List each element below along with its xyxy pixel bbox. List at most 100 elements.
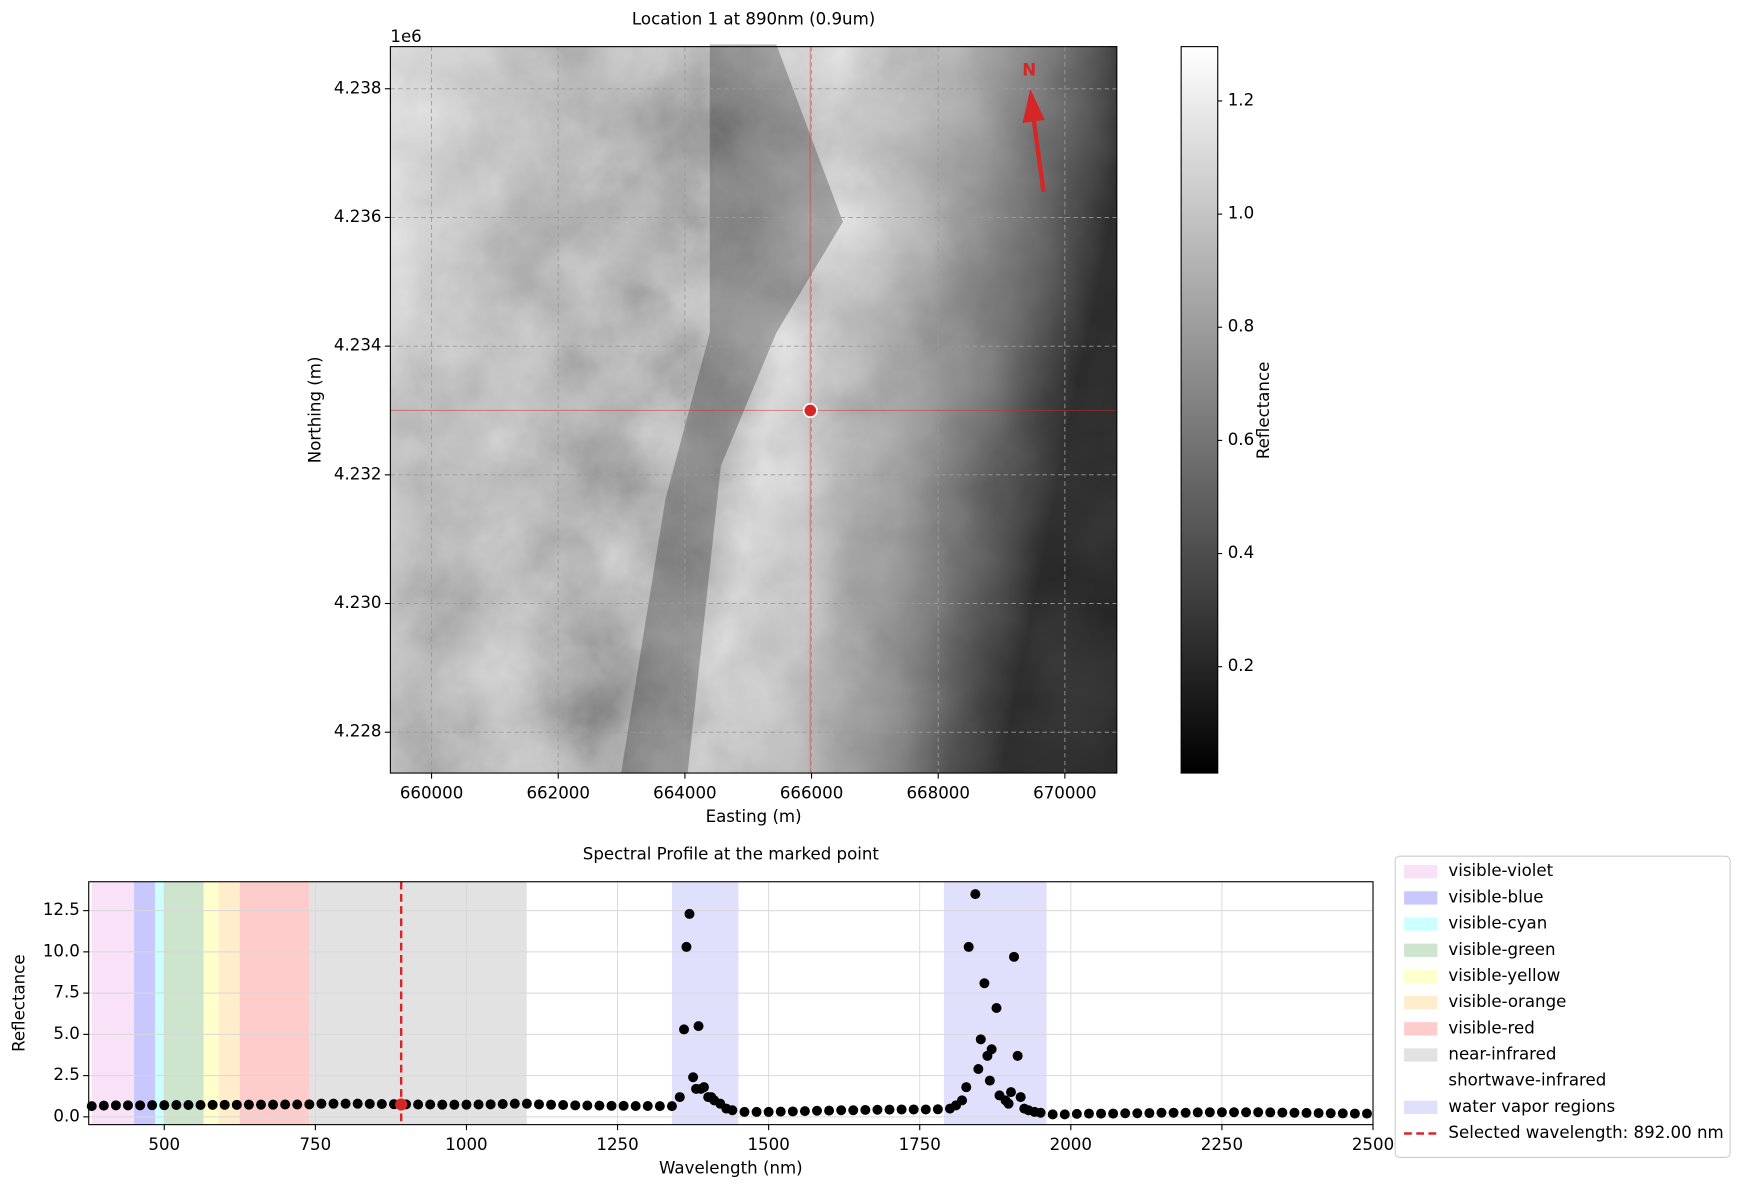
colorbar-tick-label: 0.4: [1228, 543, 1254, 562]
x-tick-label: 2250: [1201, 1135, 1243, 1154]
data-point: [533, 1099, 544, 1110]
data-point: [957, 1095, 968, 1106]
data-point: [195, 1100, 206, 1110]
legend-label: visible-blue: [1448, 887, 1543, 906]
data-point: [1289, 1107, 1300, 1118]
data-point: [979, 978, 990, 989]
data-point: [183, 1100, 194, 1110]
data-point: [1241, 1107, 1252, 1118]
colorbar: [1181, 46, 1218, 774]
data-point: [961, 1082, 972, 1093]
data-point: [1071, 1108, 1082, 1119]
x-tick-label: 660000: [400, 784, 463, 803]
colorbar-frame: [1180, 46, 1219, 774]
legend-swatch: [1404, 1048, 1438, 1062]
data-point: [207, 1099, 218, 1110]
data-point: [594, 1100, 605, 1111]
data-point: [896, 1104, 907, 1115]
data-point: [1229, 1107, 1239, 1118]
data-point: [848, 1105, 859, 1116]
x-axis-label: Wavelength (nm): [659, 1158, 803, 1177]
data-point: [693, 1021, 704, 1032]
x-tick-label: 1500: [747, 1135, 789, 1154]
data-point: [824, 1105, 835, 1116]
legend-label: shortwave-infrared: [1448, 1071, 1606, 1090]
data-point: [739, 1106, 750, 1117]
legend-swatch: [1404, 1022, 1438, 1036]
data-point: [485, 1099, 496, 1110]
data-point: [473, 1099, 484, 1110]
data-point: [243, 1099, 254, 1110]
x-tick-label: 1750: [899, 1135, 941, 1154]
data-point: [1006, 1087, 1016, 1098]
y-axis-label: Northing (m): [306, 357, 325, 464]
data-point: [364, 1098, 375, 1109]
data-point: [727, 1105, 738, 1116]
y-tick-label: 2.5: [53, 1065, 79, 1084]
data-point: [171, 1100, 182, 1110]
band-region: [218, 881, 240, 1125]
data-point: [1216, 1107, 1227, 1118]
data-point: [973, 1064, 984, 1075]
data-point: [1132, 1108, 1143, 1119]
data-point: [1144, 1108, 1155, 1119]
north-label: N: [1022, 61, 1036, 80]
y-tick-label: 4.232: [334, 464, 382, 483]
legend-swatch: [1404, 969, 1438, 984]
y-tick-label: 12.5: [43, 900, 80, 919]
data-point: [135, 1100, 146, 1111]
band-region: [203, 881, 219, 1125]
data-point: [147, 1100, 158, 1111]
data-point: [1120, 1108, 1131, 1119]
x-tick-label: 2000: [1050, 1135, 1092, 1154]
chart-title: Spectral Profile at the marked point: [583, 845, 880, 864]
y-offset-label: 1e6: [390, 27, 421, 46]
data-point: [666, 1101, 677, 1112]
colorbar-tick-label: 1.2: [1228, 90, 1254, 109]
data-point: [1047, 1109, 1058, 1120]
legend-swatch: [1404, 995, 1438, 1010]
y-tick-label: 10.0: [43, 941, 80, 960]
data-point: [688, 1072, 699, 1083]
x-tick-label: 664000: [653, 784, 716, 803]
legend-swatch: [1404, 1100, 1438, 1114]
data-point: [1015, 1092, 1026, 1103]
x-tick-label: 670000: [1033, 784, 1096, 803]
legend-swatch: [1404, 865, 1438, 879]
y-tick-label: 4.230: [334, 593, 382, 612]
legend-label: visible-orange: [1448, 992, 1566, 1011]
marked-point: [802, 402, 818, 418]
data-point: [1192, 1107, 1203, 1118]
data-point: [970, 889, 981, 900]
x-tick-label: 1250: [596, 1135, 638, 1154]
data-point: [219, 1099, 230, 1110]
legend-label: near-infrared: [1448, 1044, 1556, 1063]
data-point: [461, 1099, 472, 1110]
data-point: [292, 1099, 303, 1110]
legend-label: Selected wavelength: 892.00 nm: [1448, 1123, 1723, 1142]
data-point: [1313, 1108, 1324, 1119]
legend-label: visible-green: [1448, 940, 1555, 959]
data-point: [975, 1034, 986, 1045]
x-axis-label: Easting (m): [706, 807, 802, 826]
data-point: [280, 1099, 291, 1110]
data-point: [1265, 1107, 1276, 1118]
data-point: [1349, 1108, 1360, 1119]
band-region: [309, 881, 527, 1125]
data-point: [1083, 1108, 1094, 1119]
legend-label: visible-yellow: [1448, 966, 1560, 985]
data-point: [123, 1100, 133, 1111]
data-point: [984, 1075, 995, 1086]
legend-swatch: [1404, 891, 1438, 905]
data-point: [836, 1105, 847, 1116]
data-point: [1009, 951, 1020, 962]
data-point: [352, 1098, 363, 1109]
x-tick-label: 666000: [780, 784, 843, 803]
data-point: [763, 1106, 774, 1117]
legend-label: visible-cyan: [1448, 914, 1547, 933]
data-point: [1361, 1108, 1372, 1119]
data-point: [751, 1106, 762, 1117]
data-point: [681, 941, 692, 952]
data-point: [1168, 1107, 1179, 1118]
